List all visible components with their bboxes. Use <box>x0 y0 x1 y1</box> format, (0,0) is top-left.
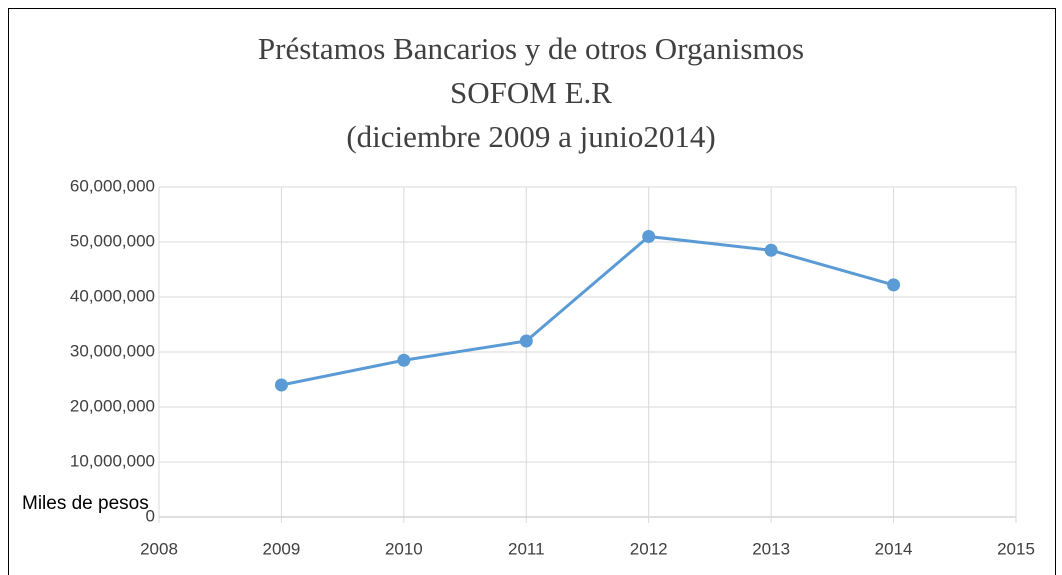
chart-title: Préstamos Bancarios y de otros Organismo… <box>258 31 804 66</box>
frame <box>8 8 1056 575</box>
x-tick-label: 2015 <box>997 539 1035 558</box>
chart-title: (diciembre 2009 a junio2014) <box>346 119 715 154</box>
y-tick-label: 0 <box>146 506 155 525</box>
marker <box>274 378 288 392</box>
y-tick-label: 30,000,000 <box>70 341 155 360</box>
x-tick-label: 2008 <box>140 539 178 558</box>
x-tick-label: 2014 <box>875 539 913 558</box>
marker <box>642 230 656 243</box>
x-tick-label: 2012 <box>630 539 668 558</box>
chart-title: SOFOM E.R <box>450 75 612 110</box>
marker <box>519 334 533 348</box>
y-tick-label: 50,000,000 <box>70 231 155 250</box>
y-tick-label: 60,000,000 <box>70 176 155 195</box>
x-tick-label: 2011 <box>508 539 545 558</box>
x-tick-label: 2013 <box>752 539 790 558</box>
x-tick-label: 2009 <box>263 539 301 558</box>
y-tick-label: 20,000,000 <box>70 396 155 415</box>
marker <box>887 278 901 292</box>
marker <box>764 243 778 257</box>
x-tick-label: 2010 <box>385 539 423 558</box>
y-tick-label: 10,000,000 <box>70 451 155 470</box>
line <box>281 234 894 387</box>
marker <box>397 353 411 367</box>
y-axis-label: Miles de pesos <box>22 493 149 514</box>
y-tick-label: 40,000,000 <box>70 286 155 305</box>
